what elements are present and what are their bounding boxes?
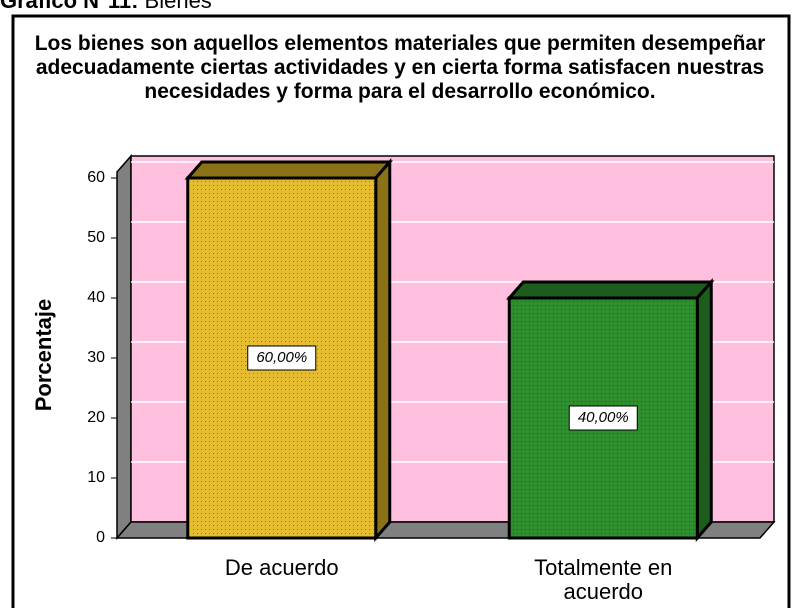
value-label: 60,00% bbox=[256, 349, 307, 366]
bar-top bbox=[184, 160, 394, 180]
y-tick-label: 10 bbox=[87, 469, 105, 486]
y-tick-label: 60 bbox=[87, 169, 105, 186]
y-tick-label: 40 bbox=[87, 289, 105, 306]
x-tick-label: Totalmente en acuerdo bbox=[534, 555, 673, 604]
y-tick-label: 20 bbox=[87, 409, 105, 426]
y-axis-label: Porcentaje bbox=[31, 299, 56, 412]
x-tick-label: De acuerdo bbox=[224, 555, 339, 580]
y-tick-label: 0 bbox=[96, 529, 105, 546]
y-tick-label: 30 bbox=[87, 349, 105, 366]
figure-caption: Gráfico N°11: Bienes bbox=[0, 0, 212, 14]
y-tick-label: 50 bbox=[87, 229, 105, 246]
bar-side bbox=[695, 278, 713, 542]
bar-top bbox=[505, 280, 715, 300]
value-label: 40,00% bbox=[578, 409, 629, 426]
caption-label: Gráfico N°11: bbox=[0, 0, 139, 13]
value-label-box bbox=[247, 345, 317, 371]
bar-side bbox=[374, 158, 392, 542]
value-label-box bbox=[568, 405, 638, 431]
caption-text: Bienes bbox=[144, 0, 212, 13]
chart-title: Los bienes son aquellos elementos materi… bbox=[34, 32, 766, 103]
side-wall bbox=[116, 154, 132, 540]
